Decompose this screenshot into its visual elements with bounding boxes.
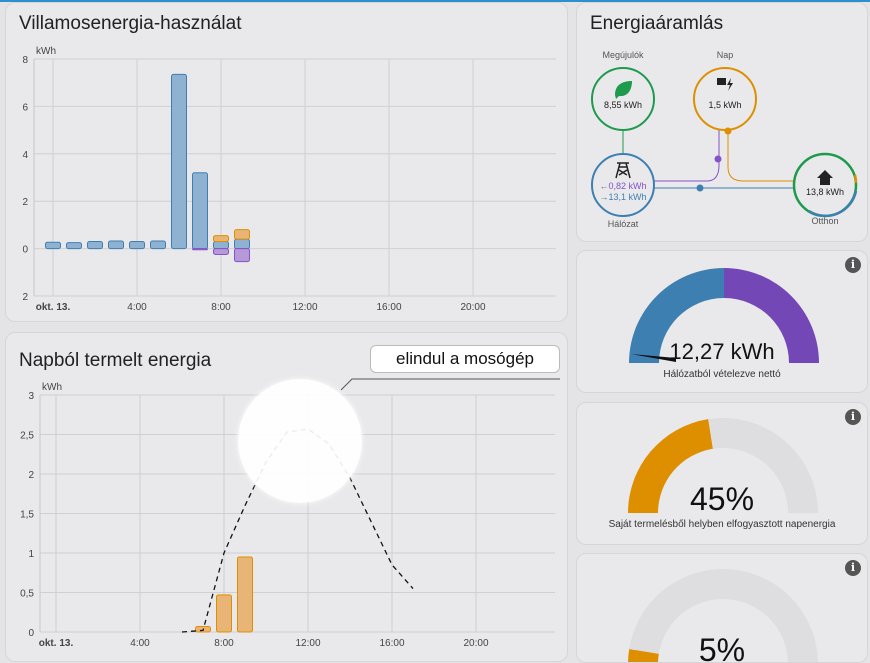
bar-grid <box>66 242 82 250</box>
bar-grid <box>108 240 124 250</box>
solar-label: Nap <box>716 50 734 60</box>
grid-net-gauge-card: i 12,27 kWh Hálózatból vételezve nettó <box>576 250 868 393</box>
x-tick-label: 16:00 <box>376 302 401 313</box>
leaf-icon <box>615 81 632 99</box>
y-tick-label: 6 <box>22 102 28 113</box>
gauge-segment-consumed <box>629 268 724 363</box>
highlight-glow <box>238 379 362 503</box>
solar-to-home-line <box>727 131 795 182</box>
bar-return <box>192 248 208 251</box>
info-icon[interactable]: i <box>845 409 861 425</box>
info-icon[interactable]: i <box>845 257 861 273</box>
card-title: Villamosenergia-használat <box>19 13 242 34</box>
solar-value: 1,5 kWh <box>708 100 742 110</box>
x-tick-label: 8:00 <box>211 302 231 313</box>
home-icon <box>817 170 833 185</box>
bar-grid <box>150 240 166 250</box>
gauge-segment-returned <box>724 268 819 363</box>
bar-grid <box>171 73 187 250</box>
bar-grid <box>45 241 61 250</box>
annotation-label: elindul a mosógép <box>370 345 560 373</box>
gauge-value: 12,27 kWh <box>669 339 775 364</box>
bar-grid <box>213 240 229 250</box>
gauge-needle <box>631 354 676 362</box>
consumption-card: Villamosenergia-használat 8 6 4 2 0 2 okt. 13.… <box>5 2 568 322</box>
home-value: 13,8 kWh <box>805 187 845 197</box>
flow-diagram <box>591 67 858 218</box>
grid-label: Hálózat <box>607 219 639 229</box>
y-tick-label: 0 <box>22 245 28 256</box>
home-ring-grid-segment <box>808 190 858 218</box>
grid-node[interactable] <box>591 153 655 217</box>
top-accent-bar <box>0 0 870 2</box>
y-tick-label: 4 <box>22 150 28 161</box>
grid-consumed-value: →13,1 kWh <box>599 192 647 202</box>
y-tick-label: 2 <box>22 197 28 208</box>
transmission-tower-icon <box>615 162 631 179</box>
bar-solar <box>234 229 250 240</box>
bar-solar <box>213 235 229 242</box>
bar-grid <box>87 240 103 250</box>
bar-grid <box>192 172 208 250</box>
x-tick-label: 20:00 <box>460 302 485 313</box>
gauge-name: Saját termelésből helyben elfogyasztott … <box>608 519 836 530</box>
card-title: Napból termelt energia <box>19 350 212 371</box>
renewables-value: 8,55 kWh <box>603 100 643 110</box>
y-tick-label: 2 <box>22 292 28 303</box>
y-tick-label: 8 <box>22 55 28 66</box>
solar-node[interactable] <box>693 67 757 131</box>
x-tick-label: okt. 13. <box>36 302 71 313</box>
gauge-fill <box>628 419 713 513</box>
grid-to-solar-line <box>653 129 720 182</box>
card-title: Energiaáramlás <box>590 13 724 34</box>
third-gauge-card: i 5% <box>576 553 868 663</box>
renewables-label: Megújulók <box>602 50 644 60</box>
info-icon[interactable]: i <box>845 560 861 576</box>
flow-dot <box>696 184 704 192</box>
solar-power-icon <box>717 78 733 91</box>
consumption-chart: 8 6 4 2 0 2 okt. 13. 4:00 8:00 12:00 16:00 20:00 kWh <box>22 46 556 313</box>
bar-return <box>213 248 229 256</box>
gauge-track <box>628 569 818 662</box>
y-axis-unit: kWh <box>36 46 56 57</box>
gauge-name: Hálózatból vételezve nettó <box>663 369 781 380</box>
energy-flow-card: Energiaáramlás Megújulók 8,55 kWh Nap 1,… <box>576 2 868 242</box>
flow-dot <box>714 155 722 163</box>
gauge-value: 45% <box>689 481 755 517</box>
gauge-value: 5% <box>698 632 746 663</box>
self-consumption-gauge-card: i 45% Saját termelésből helyben elfogyas… <box>576 402 868 545</box>
x-tick-label: 12:00 <box>292 302 317 313</box>
renewables-node[interactable] <box>591 67 655 131</box>
x-tick-label: 4:00 <box>127 302 147 313</box>
grid-returned-value: ←0,82 kWh <box>599 181 647 191</box>
bar-return <box>234 248 250 263</box>
home-ring-solar-segment <box>853 174 858 184</box>
bar-grid <box>129 240 145 250</box>
bar-grid <box>234 238 250 250</box>
home-label: Otthon <box>811 216 839 226</box>
